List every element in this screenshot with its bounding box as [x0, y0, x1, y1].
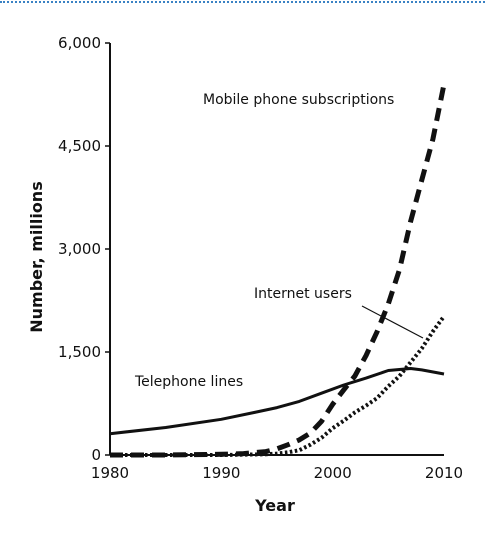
y-tick-label: 1,500: [58, 343, 101, 361]
annotation-telephone-lines: Telephone lines: [134, 374, 243, 390]
internet-users-leader-line: [361, 305, 424, 339]
y-tick-label: 6,000: [58, 34, 101, 52]
series-line-internet-users: [110, 315, 446, 457]
annotation-mobile-phone-subscriptions: Mobile phone subscriptions: [203, 92, 394, 108]
series-layer: [109, 83, 447, 458]
y-tick-label: 0: [91, 446, 101, 464]
annotation-internet-users: Internet users: [254, 286, 352, 302]
ticks-layer: 0 1,500 3,000 4,500 6,000 1980 1990 2000 2010: [58, 34, 463, 482]
x-tick-label: 2000: [314, 464, 352, 482]
y-axis-title: Number, millions: [27, 181, 46, 332]
y-tick-label: 4,500: [58, 137, 101, 155]
series-line-telephone-lines: [109, 367, 445, 436]
x-tick-label: 1990: [202, 464, 240, 482]
x-tick-label: 1980: [91, 464, 129, 482]
top-dotted-rule: [0, 1, 485, 3]
annotation-layer: Mobile phone subscriptions Internet user…: [134, 92, 424, 390]
x-axis-title: Year: [254, 496, 295, 515]
x-tick-label: 2010: [425, 464, 463, 482]
series-line-mobile-phone-subscriptions: [110, 83, 447, 458]
y-tick-label: 3,000: [58, 240, 101, 258]
